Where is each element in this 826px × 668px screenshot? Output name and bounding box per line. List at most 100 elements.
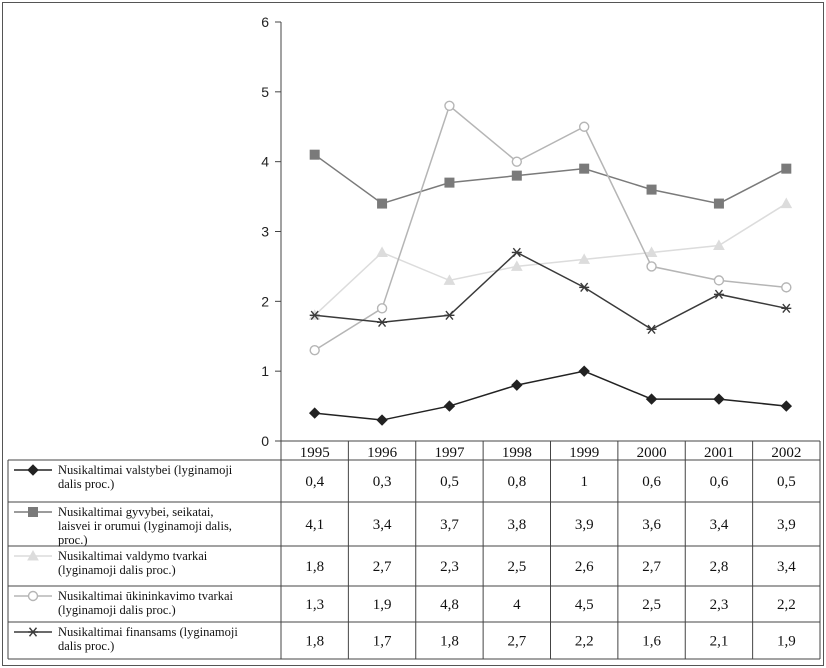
data-point (444, 177, 455, 188)
legend-label: (lyginamoji dalis proc.) (58, 563, 176, 577)
data-point (510, 260, 523, 271)
table-cell-value: 3,6 (642, 517, 661, 533)
data-point (376, 246, 388, 257)
x-tick-label: 2002 (771, 445, 801, 461)
data-point (646, 324, 657, 334)
table-cell-value: 3,9 (575, 517, 594, 533)
data-point (781, 303, 792, 314)
data-point (443, 400, 456, 412)
data-point-stroke (647, 324, 656, 334)
data-point-stroke (580, 282, 589, 293)
series-line (314, 251, 787, 331)
x-tick-label: 1995 (300, 445, 330, 461)
table-cell-value: 0,4 (305, 474, 324, 490)
x-tick-label: 1999 (569, 445, 599, 461)
table-cell-value: 2,7 (373, 559, 392, 575)
series-line (314, 202, 787, 316)
data-point (713, 198, 724, 209)
table-cell-value: 4,5 (575, 597, 594, 613)
table-cell-value: 2,5 (507, 559, 526, 575)
series-line (314, 104, 787, 351)
y-tick-label: 3 (261, 224, 269, 240)
data-point (578, 121, 590, 132)
data-point (376, 414, 388, 426)
data-point (309, 345, 320, 356)
data-point-stroke (310, 310, 319, 320)
legend-label: dalis proc.) (58, 477, 114, 491)
table-cell-value: 2,5 (642, 597, 661, 613)
data-point-stroke (445, 310, 454, 320)
y-tick-label: 2 (261, 293, 269, 309)
x-tick-label: 1996 (367, 445, 398, 461)
table-cell-value: 2,7 (642, 559, 661, 575)
x-tick-label: 1998 (502, 445, 532, 461)
legend-label: Nusikaltimai gyvybei, seikatai, (58, 505, 214, 519)
data-point (308, 407, 321, 419)
y-tick-label: 0 (261, 433, 269, 449)
legend-key-marker (27, 590, 39, 602)
legend-key-marker (27, 549, 39, 561)
table-cell-value: 3,4 (777, 559, 796, 575)
series-line (314, 154, 787, 205)
data-point (309, 310, 320, 320)
legend-key-marker (27, 464, 39, 476)
table-cell-value: 3,4 (710, 517, 729, 533)
table-cell-value: 1,8 (440, 634, 459, 650)
data-point (781, 163, 792, 174)
series-layer (308, 100, 793, 426)
data-point (376, 303, 388, 314)
table-cell-value: 2,1 (710, 634, 729, 650)
y-tick-label: 5 (261, 84, 269, 100)
data-point (781, 282, 792, 293)
data-point (377, 317, 388, 327)
legend-label: proc.) (58, 533, 88, 547)
table-cell-value: 3,9 (777, 517, 796, 533)
legend-label: laisvei ir orumui (lyginamoji dalis, (58, 519, 232, 533)
table-cell-value: 1,8 (305, 634, 324, 650)
table-cell-value: 1 (580, 474, 588, 490)
table-cell-value: 3,8 (507, 517, 526, 533)
data-point (645, 246, 658, 257)
data-point (579, 282, 590, 293)
table-cell-value: 1,7 (373, 634, 392, 650)
data-point (511, 379, 523, 391)
table-cell-value: 4,8 (440, 597, 459, 613)
data-point-stroke (378, 317, 387, 327)
table-cell-value: 4,1 (305, 517, 324, 533)
legend-label: Nusikaltimai valdymo tvarkai (58, 549, 208, 563)
data-point-stroke (782, 303, 791, 314)
data-point-stroke (512, 247, 521, 258)
data-point (511, 170, 522, 181)
table-cell-value: 0,6 (710, 474, 729, 490)
table-cell-value: 4 (513, 597, 521, 613)
table-cell-value: 1,9 (373, 597, 392, 613)
table-cell-value: 1,6 (642, 634, 661, 650)
table-cell-value: 2,3 (440, 559, 459, 575)
table-cell-value: 2,3 (710, 597, 729, 613)
series-line (314, 370, 787, 421)
y-tick-label: 4 (261, 154, 269, 170)
data-point (578, 365, 590, 377)
table-cell-value: 2,7 (507, 634, 526, 650)
legend-label: Nusikaltimai ūkininkavimo tvarkai (58, 589, 233, 603)
data-point (444, 100, 455, 112)
legend-label: dalis proc.) (58, 639, 114, 653)
data-point (713, 239, 725, 250)
table-cell-value: 2,6 (575, 559, 594, 575)
x-tick-label: 2001 (704, 445, 734, 461)
x-tick-label: 1997 (434, 445, 465, 461)
data-point (713, 275, 725, 286)
data-point (377, 198, 388, 209)
data-point-stroke (714, 289, 723, 300)
y-tick-label: 6 (261, 14, 269, 30)
data-point (713, 393, 725, 405)
data-point (645, 393, 658, 405)
data-point (511, 247, 522, 258)
table-cell-value: 0,8 (507, 474, 526, 490)
table-cell-value: 1,8 (305, 559, 324, 575)
legend-key-marker (28, 627, 38, 637)
data-point (780, 197, 793, 209)
table-cell-value: 1,3 (305, 597, 324, 613)
legend-key-marker-stroke (28, 627, 38, 637)
